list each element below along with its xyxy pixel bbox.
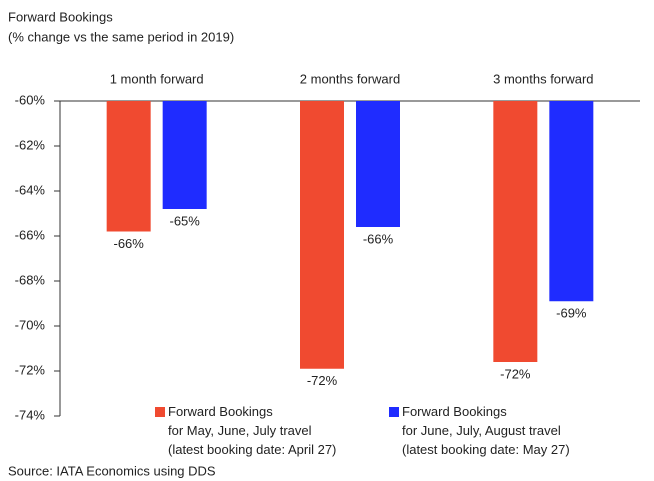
chart-subtitle: (% change vs the same period in 2019) [8, 29, 234, 44]
y-tick-label: -68% [15, 272, 46, 287]
legend-swatch [389, 407, 399, 417]
value-label: -72% [500, 366, 531, 381]
y-tick-label: -66% [15, 227, 46, 242]
value-label: -65% [169, 213, 200, 228]
y-tick-label: -64% [15, 182, 46, 197]
value-label: -66% [363, 231, 394, 246]
legend-label: Forward Bookings for June, July, August … [402, 404, 570, 457]
category-label: 2 months forward [300, 71, 400, 86]
y-tick-label: -62% [15, 137, 46, 152]
value-label: -66% [113, 236, 144, 251]
y-tick-label: -74% [15, 407, 46, 422]
category-label: 3 months forward [493, 71, 593, 86]
bar [356, 101, 400, 227]
bar [493, 101, 538, 362]
legend-label: Forward Bookings for May, June, July tra… [168, 404, 337, 457]
bar [162, 101, 207, 209]
value-label: -72% [307, 373, 338, 388]
y-tick-label: -70% [15, 317, 46, 332]
legend-swatch [155, 407, 165, 417]
value-label: -69% [556, 306, 587, 321]
bar [549, 101, 594, 302]
bar [106, 101, 151, 232]
category-label: 1 month forward [110, 71, 204, 86]
y-tick-label: -60% [15, 92, 46, 107]
source: Source: IATA Economics using DDS [8, 463, 216, 478]
chart-title: Forward Bookings [8, 9, 113, 24]
bar [300, 101, 344, 369]
y-tick-label: -72% [15, 362, 46, 377]
